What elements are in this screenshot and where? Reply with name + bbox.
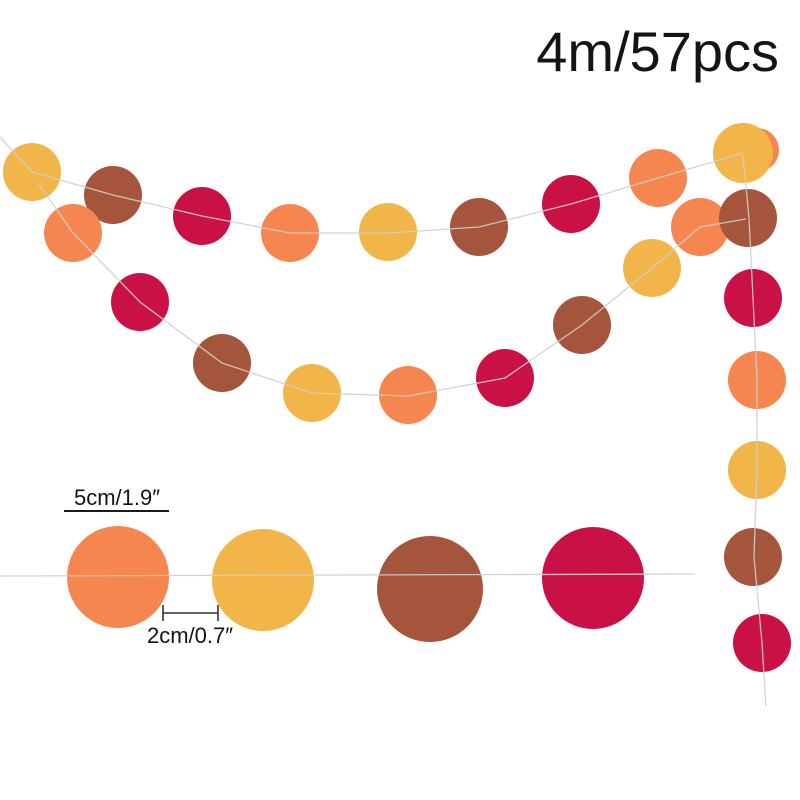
- garland-dot-yellow: [359, 203, 417, 261]
- diameter-label: 5cm/1.9″: [74, 485, 160, 510]
- top-swag-thread: [0, 136, 744, 234]
- sample-row-thread: [0, 573, 696, 577]
- garland-dot-orange: [379, 366, 437, 424]
- garland-strand-right-drop: [719, 189, 791, 672]
- right-drop-thread: [742, 154, 767, 707]
- garland-dot-brown: [719, 189, 777, 247]
- garland-layer: [0, 123, 791, 707]
- diameter-annotation: 5cm/1.9″: [64, 485, 169, 512]
- spacing-label: 2cm/0.7″: [147, 623, 233, 648]
- garland-strand-sample-row: [67, 526, 644, 642]
- spacing-annotation: 2cm/0.7″: [147, 605, 233, 648]
- garland-dot-dark-red: [542, 527, 644, 629]
- middle-swag-thread: [37, 182, 747, 397]
- garland-dot-yellow: [212, 529, 314, 631]
- size-title: 4m/57pcs: [536, 20, 779, 83]
- garland-dot-orange: [67, 526, 169, 628]
- garland-dot-brown: [724, 528, 782, 586]
- garland-dot-brown: [377, 536, 483, 642]
